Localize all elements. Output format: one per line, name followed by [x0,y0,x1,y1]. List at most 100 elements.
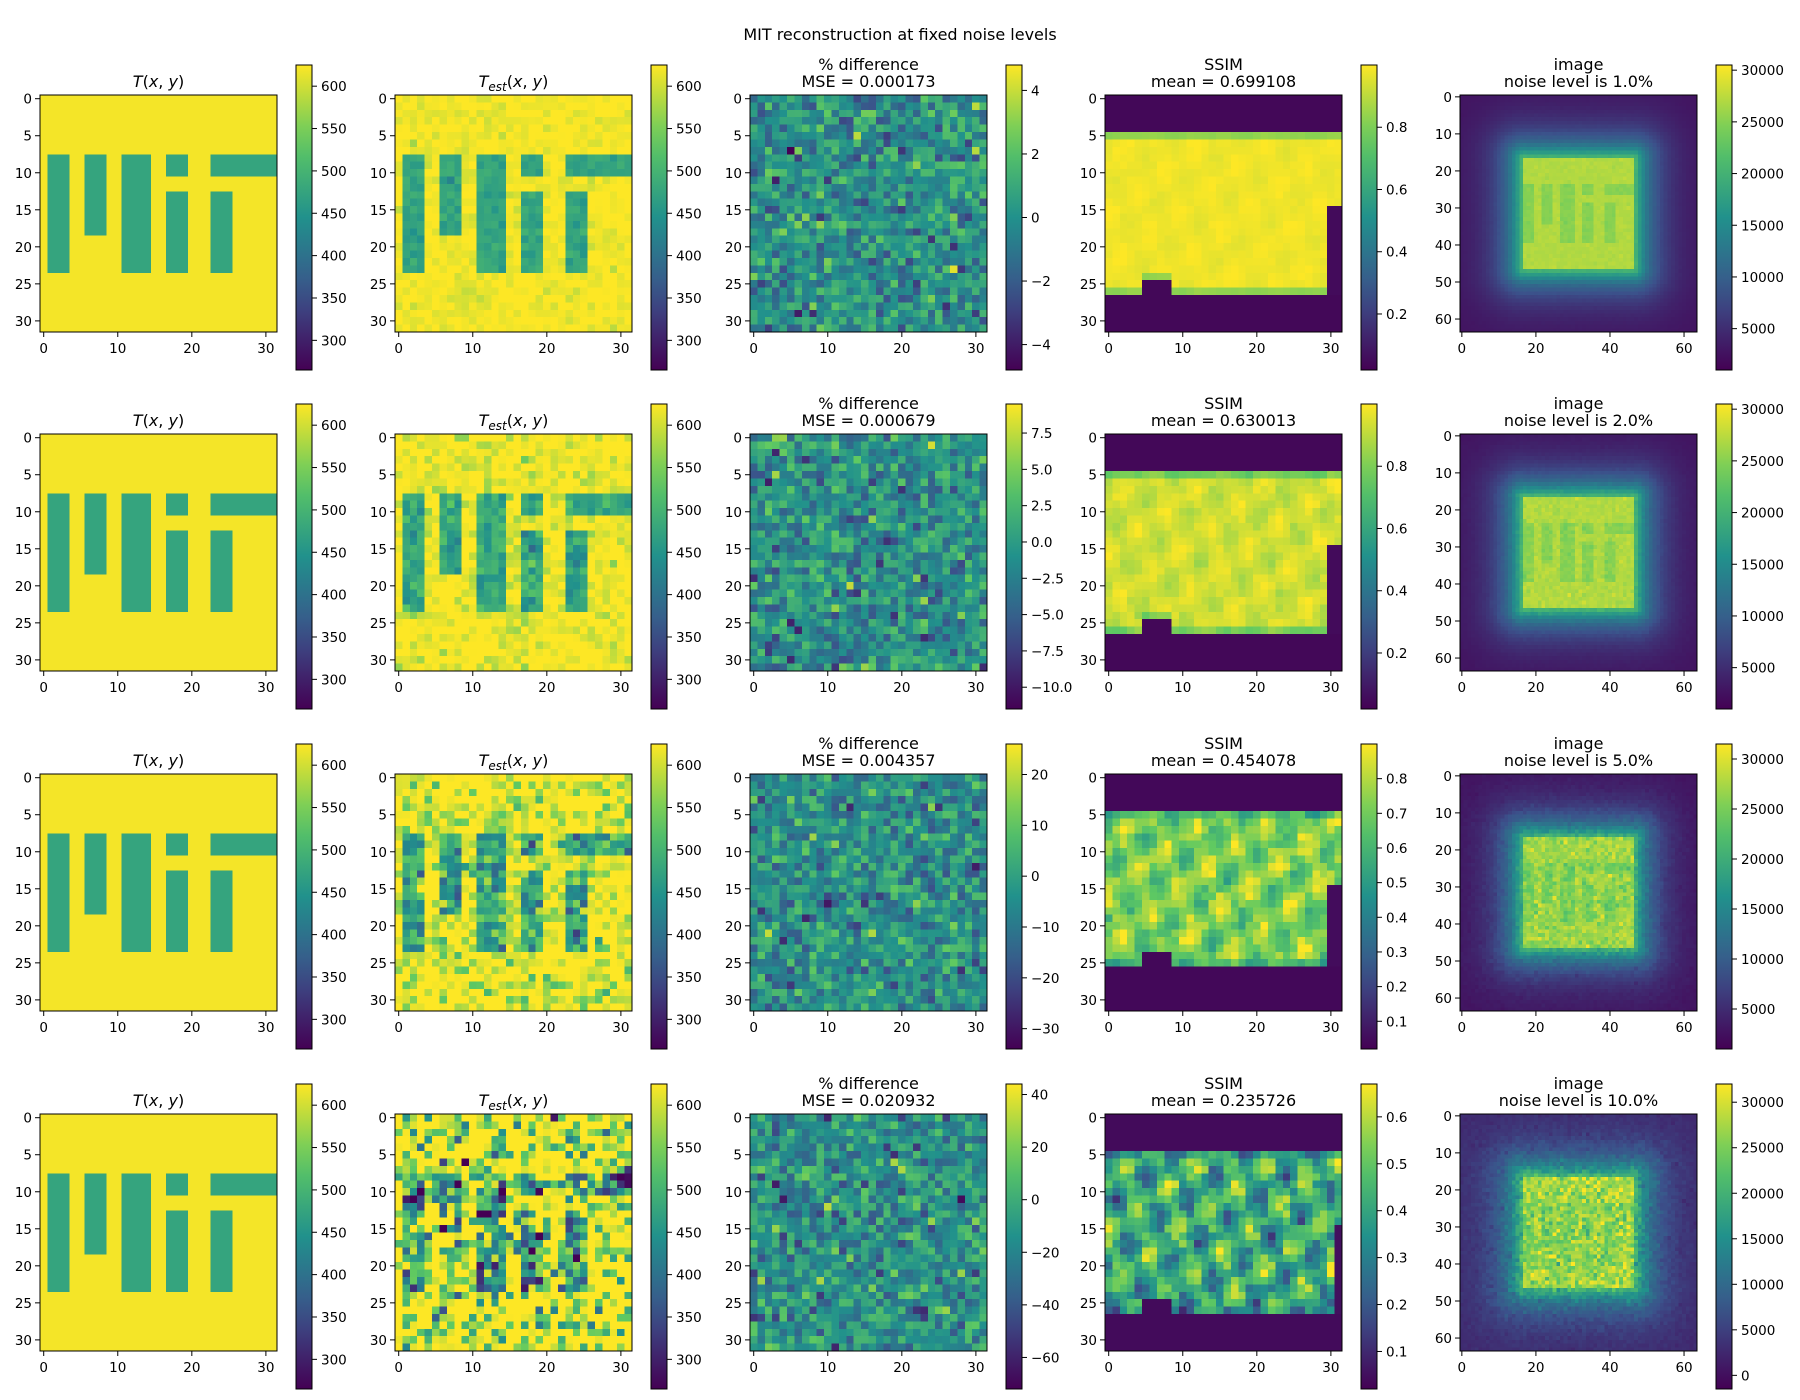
heatmap-cell [491,228,500,237]
heatmap-cell [801,176,810,185]
heatmap-cell [1216,294,1224,303]
heatmap-cell [402,220,411,229]
heatmap-cell [868,102,877,111]
heatmap-cell [587,198,596,207]
x-tick-label: 20 [538,341,555,357]
heatmap-cell [262,324,270,333]
heatmap-cell [1674,132,1679,137]
heatmap-cell [40,294,48,303]
heatmap-cell [232,302,241,311]
heatmap-cell [151,124,159,133]
heatmap-cell [1667,132,1672,137]
heatmap-cell [1319,139,1328,148]
heatmap-cell [935,206,943,214]
heatmap-cell [1312,109,1321,118]
heatmap-cell [942,146,951,155]
heatmap-cell [54,154,63,163]
heatmap-cell [424,146,433,155]
heatmap-cell [417,280,426,288]
heatmap-cell [151,235,159,244]
heatmap-cell [1645,117,1650,122]
heatmap-cell [1659,109,1665,114]
heatmap-cell [439,95,448,103]
heatmap-cell [1297,302,1306,311]
heatmap-cell [210,95,219,103]
heatmap-cell [868,191,877,200]
heatmap-cell [69,176,78,185]
heatmap-cell [543,265,551,274]
heatmap-cell [424,235,433,244]
heatmap-cell [1253,191,1261,200]
heatmap-cell [927,139,936,148]
heatmap-cell [890,265,899,274]
heatmap-cell [217,139,226,148]
heatmap-cell [912,198,921,207]
heatmap-cell [609,95,618,103]
heatmap-cell [1260,317,1269,325]
heatmap-cell [1678,117,1683,122]
heatmap-cell [513,132,522,140]
heatmap-cell [1626,120,1631,126]
heatmap-cell [594,169,603,177]
heatmap-cell [1585,135,1591,140]
heatmap-cell [180,132,189,140]
heatmap-cell [254,95,263,103]
heatmap-cell [801,287,810,296]
heatmap-cell [202,132,211,140]
heatmap-cell [446,102,455,111]
heatmap-cell [949,243,958,251]
heatmap-cell [1245,213,1254,222]
heatmap-cell [838,294,847,303]
heatmap-cell [47,176,56,185]
heatmap-cell [202,198,211,207]
heatmap-cell [964,213,973,222]
heatmap-cell [964,95,973,103]
heatmap-cell [1597,98,1602,103]
heatmap-cell [498,102,507,111]
y-tick-label: 30 [15,314,32,330]
heatmap-cell [91,294,100,303]
heatmap-cell [1489,102,1494,107]
heatmap-cell [1253,132,1261,140]
heatmap-cell [1223,191,1232,200]
heatmap-cell [1578,124,1583,129]
y-tick-label: 20 [725,240,742,256]
heatmap-cell [143,250,152,259]
heatmap-cell [935,154,943,163]
heatmap-cell [498,154,507,163]
heatmap-cell [1164,265,1173,274]
heatmap-cell [868,302,877,311]
heatmap-cell [114,191,122,200]
heatmap-cell [949,235,958,244]
heatmap-cell [476,132,485,140]
heatmap-cell [1522,128,1528,133]
heatmap-cell [1223,169,1232,177]
heatmap-cell [69,294,78,303]
heatmap-cell [47,317,56,325]
heatmap-cell [232,213,241,222]
heatmap-cell [1622,128,1628,133]
heatmap-cell [77,154,85,163]
heatmap-cell [395,132,403,140]
heatmap-cell [498,220,507,229]
heatmap-cell [912,257,921,266]
heatmap-cell [254,220,263,229]
heatmap-cell [498,324,507,333]
heatmap-cell [1578,102,1583,107]
heatmap-cell [535,220,544,229]
heatmap-cell [47,132,56,140]
heatmap-cell [1179,109,1187,118]
heatmap-cell [875,250,884,259]
heatmap-cell [106,309,115,318]
heatmap-cell [1500,98,1505,103]
heatmap-cell [491,280,500,288]
heatmap-cell [417,302,426,311]
heatmap-cell [239,206,248,214]
heatmap-cell [1485,135,1491,140]
heatmap-cell [483,243,492,251]
heatmap-cell [1556,113,1561,118]
heatmap-cell [402,169,411,177]
heatmap-cell [432,146,440,155]
heatmap-cell [513,243,522,251]
